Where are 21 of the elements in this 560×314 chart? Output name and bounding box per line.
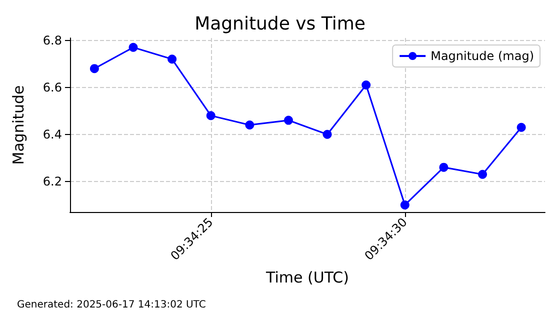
- point: [439, 162, 448, 172]
- point: [206, 111, 216, 120]
- point: [245, 120, 254, 130]
- y-tick-label: 6.8: [42, 33, 62, 48]
- point: [322, 130, 332, 139]
- y-tick-label: 6.4: [42, 127, 62, 142]
- y-tick-label: 6.6: [42, 80, 62, 94]
- x-axis-title: Time (UTC): [265, 268, 349, 286]
- point: [168, 54, 177, 64]
- point: [400, 200, 410, 210]
- point: [478, 170, 488, 179]
- chart-title: Magnitude vs Time: [194, 14, 366, 34]
- y-tick-label: 6.2: [42, 174, 62, 188]
- text: Generated: 2025-06-17 14:13:02 UTC: [17, 300, 206, 310]
- point: [128, 42, 138, 52]
- y-axis-title: Magnitude: [10, 85, 28, 165]
- point: [362, 80, 371, 90]
- point: [90, 64, 99, 74]
- point: [284, 116, 293, 125]
- legend-label: Magnitude (mag): [430, 49, 534, 63]
- point: [516, 122, 526, 132]
